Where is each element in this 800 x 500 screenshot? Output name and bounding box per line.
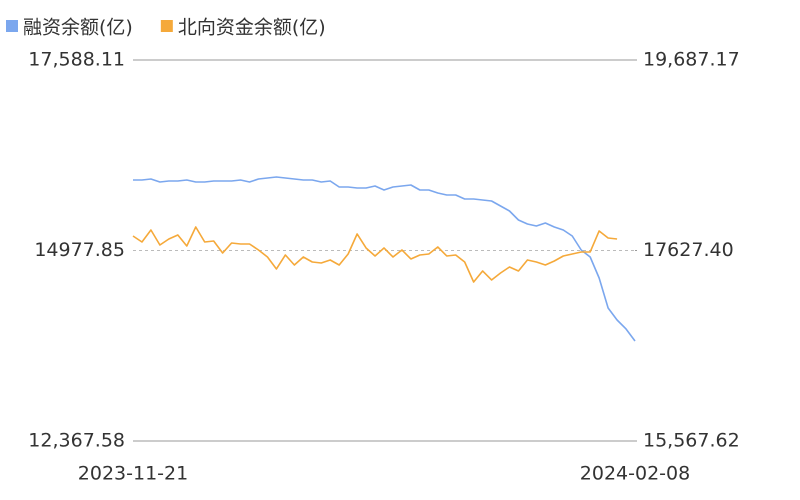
legend-label: 融资余额(亿) — [23, 17, 133, 39]
x-tick-label: 2023-11-21 — [78, 463, 188, 485]
legend-label: 北向资金余额(亿) — [178, 17, 326, 39]
y2-tick-label: 15,567.62 — [643, 430, 740, 452]
y-tick-label: 12,367.58 — [28, 430, 125, 452]
x-tick-label: 2024-02-08 — [580, 463, 690, 485]
legend-swatch — [6, 20, 18, 32]
series-line — [133, 176, 636, 342]
y-tick-label: 17,588.11 — [28, 49, 125, 71]
y2-tick-label: 17627.40 — [643, 239, 734, 261]
series-line — [132, 226, 618, 283]
legend-swatch — [160, 20, 173, 32]
y2-tick-label: 19,687.17 — [643, 49, 740, 71]
y-tick-label: 14977.85 — [34, 239, 125, 261]
